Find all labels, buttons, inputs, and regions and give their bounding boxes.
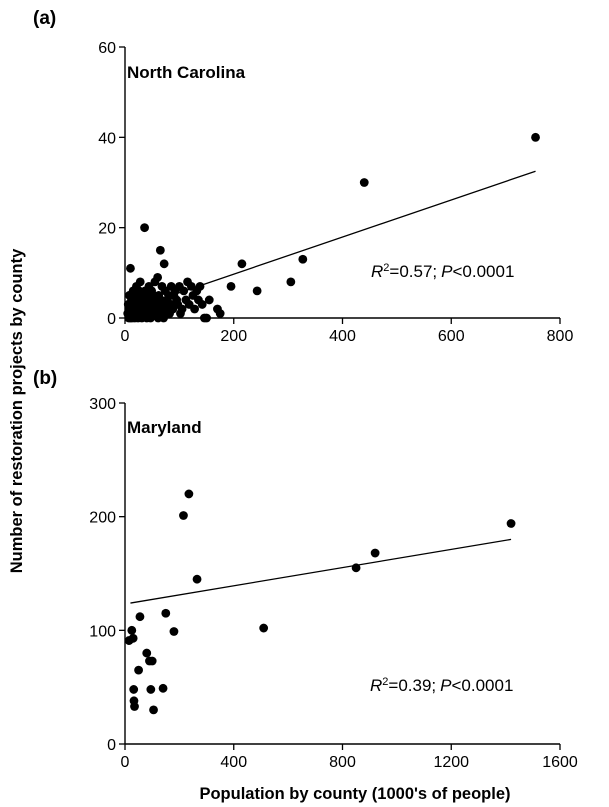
y-tick-label: 200 <box>89 510 116 527</box>
data-point <box>135 277 145 287</box>
data-point <box>127 625 137 635</box>
panel-label-a: (a) <box>33 8 56 29</box>
x-tick-label: 0 <box>121 328 130 345</box>
panel-maryland: (b) Maryland R2=0.39; P<0.0001 0 400 800 120… <box>33 368 578 771</box>
data-point <box>204 295 214 305</box>
data-point <box>146 685 156 694</box>
stat-p-b: <0.0001 <box>452 676 514 695</box>
x-tick-label: 400 <box>329 328 356 345</box>
y-tick-label: 0 <box>107 737 116 754</box>
x-tick-label: 400 <box>220 754 247 771</box>
stat-r2-a: =0.57; <box>389 262 437 281</box>
data-point <box>177 304 187 314</box>
stat-annotation-b: R2=0.39; P<0.0001 <box>370 676 513 695</box>
x-tick-label: 1200 <box>433 754 469 771</box>
data-point <box>259 623 269 633</box>
y-tick-label: 300 <box>89 396 116 413</box>
data-point <box>190 304 200 314</box>
data-point <box>195 281 205 291</box>
data-point <box>298 254 308 264</box>
data-point <box>153 272 163 282</box>
data-point <box>126 263 135 273</box>
data-point <box>506 519 516 528</box>
axes-b: 0 400 800 1200 1600 0 100 200 300 <box>89 396 578 771</box>
data-point <box>226 281 236 291</box>
marks-b <box>124 489 516 715</box>
x-tick-label: 1600 <box>542 754 578 771</box>
panel-north-carolina: (a) North Carolina R2=0.57; P<0.0001 0 200… <box>33 8 573 345</box>
data-point <box>142 648 152 658</box>
x-tick-label: 0 <box>121 754 130 771</box>
data-point <box>351 563 361 573</box>
y-tick-label: 60 <box>98 40 116 57</box>
data-point <box>237 259 247 269</box>
panel-title-north-carolina: North Carolina <box>127 63 246 82</box>
stat-p-a: <0.0001 <box>453 262 515 281</box>
axes-a: 0 200 400 600 800 0 20 40 60 <box>98 40 573 345</box>
data-point <box>149 705 158 715</box>
data-point <box>359 178 369 187</box>
data-point <box>215 309 225 318</box>
y-tick-label: 20 <box>98 221 116 238</box>
data-point <box>179 511 188 520</box>
data-point <box>140 223 149 233</box>
stat-r2-b: =0.39; <box>388 676 436 695</box>
data-point <box>130 702 139 711</box>
data-point <box>252 286 262 296</box>
data-point <box>197 300 207 309</box>
y-tick-label: 0 <box>107 311 116 328</box>
trend-line-b <box>130 538 512 604</box>
data-point <box>370 548 380 558</box>
y-axis-title: Number of restoration projects by county <box>8 248 26 573</box>
data-point <box>169 627 179 636</box>
data-point <box>159 259 169 269</box>
x-axis-title: Population by county (1000's of people) <box>199 785 510 803</box>
panel-title-maryland: Maryland <box>127 418 202 437</box>
data-point <box>184 489 194 499</box>
data-point <box>159 313 169 323</box>
data-point <box>286 277 296 287</box>
data-point <box>531 132 540 142</box>
data-point <box>158 683 168 693</box>
data-point <box>179 286 189 296</box>
data-point <box>155 245 165 255</box>
x-tick-label: 600 <box>438 328 465 345</box>
data-point <box>161 608 171 618</box>
marks-a <box>123 132 540 323</box>
x-tick-label: 200 <box>220 328 247 345</box>
data-point <box>134 665 143 675</box>
data-point <box>128 633 138 643</box>
data-point <box>147 656 157 666</box>
data-point <box>129 685 139 694</box>
data-point <box>202 313 211 323</box>
data-point <box>192 574 202 584</box>
x-tick-label: 800 <box>329 754 356 771</box>
stat-annotation-a: R2=0.57; P<0.0001 <box>371 262 514 281</box>
y-tick-label: 100 <box>89 623 116 640</box>
y-tick-label: 40 <box>98 130 116 147</box>
data-point <box>135 612 145 622</box>
panel-label-b: (b) <box>33 368 57 389</box>
x-tick-label: 800 <box>547 328 574 345</box>
